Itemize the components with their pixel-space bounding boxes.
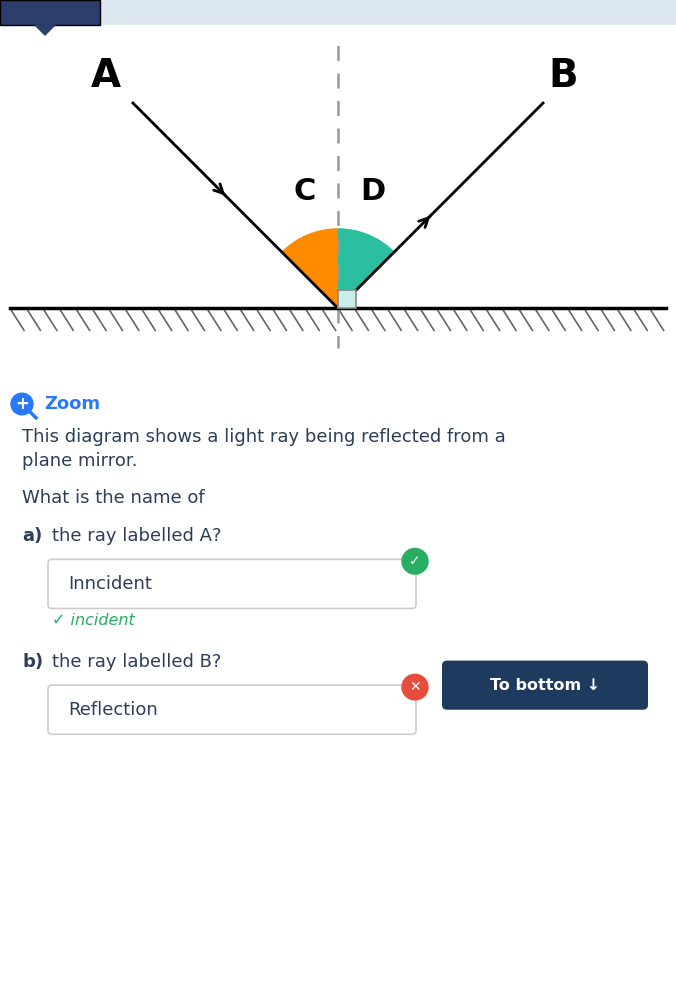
Circle shape [402,674,428,700]
FancyBboxPatch shape [48,685,416,734]
Circle shape [11,393,33,415]
Text: ✓ incident: ✓ incident [52,612,135,628]
Bar [338,290,356,309]
FancyBboxPatch shape [0,0,100,25]
Text: A: A [91,57,121,95]
Polygon shape [35,25,55,35]
Text: Reflection: Reflection [68,701,158,719]
Text: B: B [548,57,578,95]
Text: ✓: ✓ [409,554,421,568]
Text: the ray labelled A?: the ray labelled A? [52,527,222,545]
Text: b): b) [22,653,43,670]
Text: To bottom ↓: To bottom ↓ [490,677,600,693]
Text: ✕: ✕ [409,680,421,694]
FancyBboxPatch shape [442,661,648,710]
Text: the ray labelled B?: the ray labelled B? [52,653,221,670]
Wedge shape [281,228,338,309]
Text: C: C [293,177,316,206]
Text: Zoom: Zoom [44,395,100,413]
Text: This diagram shows a light ray being reflected from a: This diagram shows a light ray being ref… [22,429,506,446]
Text: What is the name of: What is the name of [22,490,205,507]
Text: +: + [15,395,29,413]
FancyBboxPatch shape [48,559,416,608]
Text: plane mirror.: plane mirror. [22,452,137,470]
Text: Inncident: Inncident [68,575,152,593]
Bar [100,0,676,25]
Wedge shape [338,228,395,309]
Circle shape [402,549,428,574]
Text: a): a) [22,527,42,545]
Text: D: D [360,177,385,206]
